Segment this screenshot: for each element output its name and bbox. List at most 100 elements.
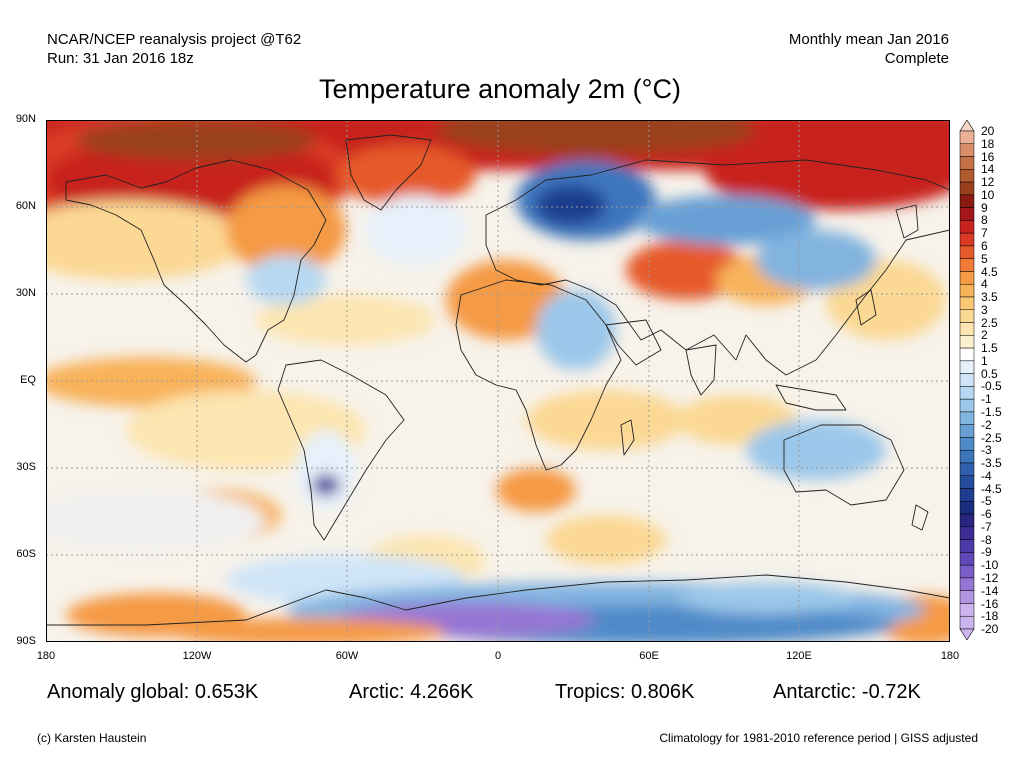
colorbar-box (959, 462, 975, 477)
colorbar-box (959, 488, 975, 502)
colorbar-box (959, 615, 975, 630)
colorbar-box (959, 603, 975, 617)
colorbar-box (959, 232, 975, 247)
colorbar-box (959, 309, 975, 323)
colorbar-tick-label: -1.5 (981, 404, 1002, 419)
lat-label-eq: EQ (20, 374, 36, 386)
lat-label-90s: 90S (16, 635, 36, 647)
colorbar-box (959, 245, 975, 259)
colorbar-tick-label: 5 (981, 251, 988, 266)
colorbar-tick-label: -4.5 (981, 481, 1002, 496)
colorbar-box (959, 194, 975, 208)
colorbar-box (959, 526, 975, 540)
status-line: Complete (884, 50, 949, 67)
map-frame (46, 120, 950, 642)
colorbar-tick-label: 1 (981, 353, 988, 368)
colorbar-box (959, 539, 975, 553)
colorbar-box (959, 398, 975, 413)
stat-global: Anomaly global: 0.653K (47, 681, 259, 703)
colorbar-tick-label: 1.5 (981, 341, 998, 356)
credit-text: (c) Karsten Haustein (37, 731, 147, 745)
colorbar-box (959, 564, 975, 579)
colorbar-box (959, 424, 975, 438)
lat-label-30n: 30N (15, 287, 36, 299)
period-line: Monthly mean Jan 2016 (788, 31, 949, 48)
temperature-anomaly-map (46, 120, 950, 642)
source-line: NCAR/NCEP reanalysis project @T62 (47, 31, 302, 48)
colorbar-tick-label: 12 (981, 175, 995, 190)
lon-label-120w: 120W (182, 650, 212, 662)
colorbar-tick-label: 4.5 (981, 264, 998, 279)
colorbar-box (959, 449, 975, 464)
stat-tropics: Tropics: 0.806K (555, 681, 695, 703)
colorbar-box (959, 220, 975, 234)
lon-label-180e: 180 (940, 650, 960, 662)
colorbar-bottom-arrow (959, 628, 975, 640)
lon-label-0: 0 (494, 650, 502, 662)
colorbar-tick-label: 10 (981, 187, 995, 202)
colorbar-tick-label: -1 (981, 392, 992, 407)
colorbar-box (959, 437, 975, 451)
colorbar-box (959, 296, 975, 311)
colorbar-tick-label: -8 (981, 532, 992, 547)
colorbar-tick-label: 3 (981, 302, 988, 317)
colorbar-tick-label: 8 (981, 213, 988, 228)
colorbar-tick-label: -10 (981, 558, 999, 573)
colorbar-box (959, 283, 975, 298)
colorbar-tick-label: -12 (981, 570, 999, 585)
colorbar-box (959, 271, 975, 285)
lat-label-90n: 90N (15, 113, 36, 125)
colorbar-tick-label: -2.5 (981, 430, 1002, 445)
colorbar-box (959, 386, 975, 400)
colorbar-tick-label: -5 (981, 494, 992, 509)
stat-arctic: Arctic: 4.266K (349, 681, 474, 703)
colorbar-tick-label: -3 (981, 443, 992, 458)
colorbar-tick-label: -3.5 (981, 456, 1002, 470)
colorbar-top-arrow (959, 120, 975, 132)
colorbar-tick-label: 20 (981, 124, 995, 138)
colorbar-box (959, 258, 975, 272)
colorbar-box (959, 322, 975, 336)
colorbar-tick-label: 9 (981, 200, 988, 215)
colorbar-tick-label: 6 (981, 238, 988, 253)
colorbar-tick-label: 3.5 (981, 290, 998, 304)
colorbar-box (959, 169, 975, 183)
climatology-note: Climatology for 1981-2010 reference peri… (659, 731, 978, 745)
colorbar-tick-label: -6 (981, 507, 992, 522)
colorbar-box (959, 156, 975, 170)
colorbar-box (959, 130, 975, 145)
colorbar-tick-label: 14 (981, 162, 995, 177)
run-line: Run: 31 Jan 2016 18z (47, 50, 194, 67)
chart-title: Temperature anomaly 2m (°C) (319, 74, 681, 104)
lat-label-30s: 30S (16, 461, 36, 473)
colorbar-box (959, 590, 975, 604)
colorbar-box (959, 373, 975, 387)
colorbar-box (959, 207, 975, 221)
colorbar-tick-label: 16 (981, 149, 995, 164)
colorbar-tick-label: -16 (981, 596, 999, 611)
lat-label-60s: 60S (16, 548, 36, 560)
colorbar-tick-label: -9 (981, 545, 992, 560)
anomaly-field (46, 120, 950, 642)
coastlines (46, 134, 950, 626)
colorbar-tick-label: -20 (981, 622, 999, 636)
colorbar-box (959, 552, 975, 566)
colorbar-box (959, 577, 975, 591)
lon-label-60w: 60W (335, 650, 359, 662)
stat-antarctic: Antarctic: -0.72K (773, 681, 921, 703)
lon-label-60e: 60E (639, 650, 659, 662)
lon-label-180w: 180 (36, 650, 56, 662)
colorbar-box (959, 411, 975, 425)
lat-label-60n: 60N (15, 200, 36, 212)
colorbar-tick-label: -7 (981, 519, 992, 534)
colorbar (959, 120, 975, 640)
colorbar-box (959, 143, 975, 157)
colorbar-box (959, 475, 975, 489)
colorbar-tick-label: 4 (981, 277, 988, 292)
colorbar-box (959, 335, 975, 349)
colorbar-tick-label: -14 (981, 583, 999, 598)
colorbar-tick-label: 2.5 (981, 315, 998, 330)
lon-label-120e: 120E (786, 650, 812, 662)
graticule (46, 120, 950, 642)
colorbar-tick-label: 18 (981, 136, 995, 151)
